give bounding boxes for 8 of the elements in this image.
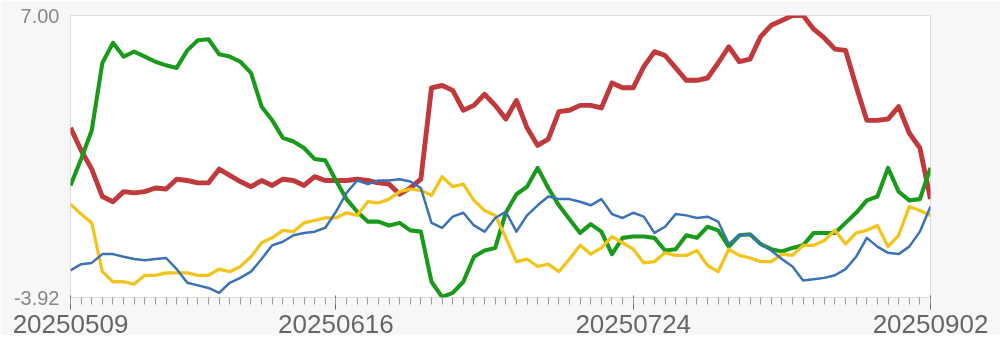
y-tick-label: 7.00 [20,4,60,27]
x-tick-label: 20250616 [278,308,394,339]
y-tick-label: -3.92 [13,286,60,309]
x-tick-label: 20250902 [872,308,989,339]
x-tick-label: 20250509 [12,308,129,339]
line-series [70,37,931,298]
line-series [70,15,931,205]
x-tick-label: 20250724 [575,308,692,339]
